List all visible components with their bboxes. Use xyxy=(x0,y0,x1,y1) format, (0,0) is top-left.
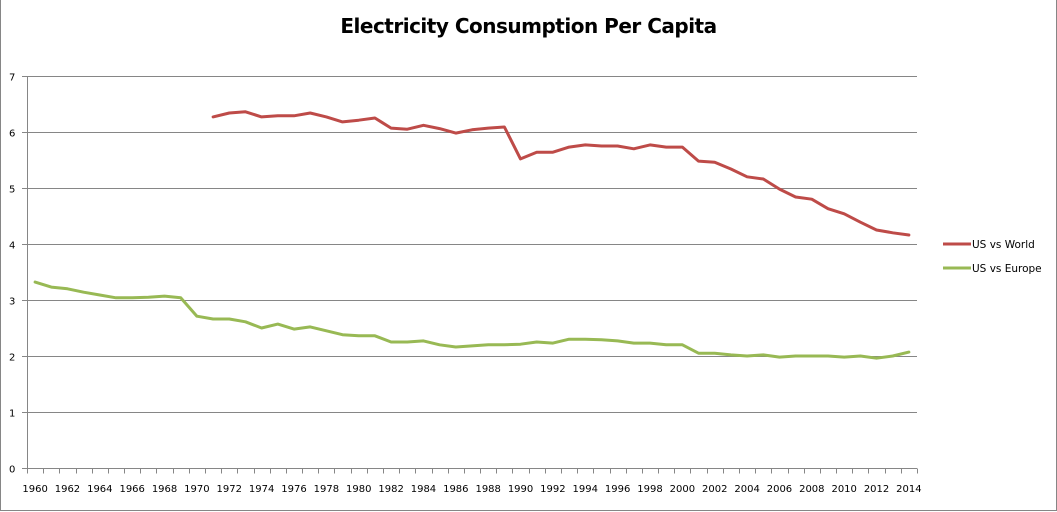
axes: 0 1 2 3 4 5 6 7 1960 1962 1964 1966 1968 1970 1972 1974… xyxy=(9,73,922,496)
x-tick-label: 2012 xyxy=(864,484,889,495)
chart-title: Electricity Consumption Per Capita xyxy=(340,14,717,38)
legend-label-us-vs-world: US vs World xyxy=(972,239,1035,251)
x-tick-label: 2000 xyxy=(670,484,695,495)
legend: US vs World US vs Europe xyxy=(943,239,1042,275)
y-tick-label: 5 xyxy=(9,185,15,196)
x-tick-label: 1964 xyxy=(87,484,112,495)
gridlines xyxy=(22,76,917,413)
y-tick-label: 4 xyxy=(9,241,15,252)
x-tick-label: 2008 xyxy=(799,484,824,495)
x-tick-label: 2006 xyxy=(767,484,792,495)
x-tick-label: 1974 xyxy=(249,484,274,495)
legend-label-us-vs-europe: US vs Europe xyxy=(972,263,1042,275)
x-tick-label: 1960 xyxy=(22,484,47,495)
y-tick-label: 7 xyxy=(9,73,15,84)
x-tick-label: 1962 xyxy=(55,484,80,495)
x-tick-label: 1988 xyxy=(475,484,500,495)
x-tick-label: 2004 xyxy=(734,484,759,495)
series-line-us-vs-europe xyxy=(33,280,911,360)
x-tick-label: 1976 xyxy=(281,484,306,495)
x-tick-label: 1984 xyxy=(411,484,436,495)
y-tick-label: 2 xyxy=(9,353,15,364)
y-tick-label: 1 xyxy=(9,409,15,420)
x-tick-label: 2010 xyxy=(831,484,856,495)
x-tick-label: 1982 xyxy=(378,484,403,495)
x-tick-label: 1970 xyxy=(184,484,209,495)
x-tick-label: 2014 xyxy=(896,484,921,495)
x-tick-label: 1980 xyxy=(346,484,371,495)
y-tick-label: 6 xyxy=(9,129,15,140)
x-tick-label: 1978 xyxy=(314,484,339,495)
series-line-us-vs-world xyxy=(211,110,911,237)
x-tick-label: 1966 xyxy=(119,484,144,495)
x-tick-label: 1994 xyxy=(573,484,598,495)
y-tick-label: 0 xyxy=(9,465,15,476)
y-tick-label: 3 xyxy=(9,297,15,308)
x-tick-label: 1998 xyxy=(637,484,662,495)
x-tick-label: 1986 xyxy=(443,484,468,495)
series-lines xyxy=(33,110,911,360)
x-tick-label: 1996 xyxy=(605,484,630,495)
x-tick-label: 2002 xyxy=(702,484,727,495)
x-tick-label: 1992 xyxy=(540,484,565,495)
x-tick-label: 1968 xyxy=(152,484,177,495)
x-tick-label: 1990 xyxy=(508,484,533,495)
x-tick-label: 1972 xyxy=(217,484,242,495)
